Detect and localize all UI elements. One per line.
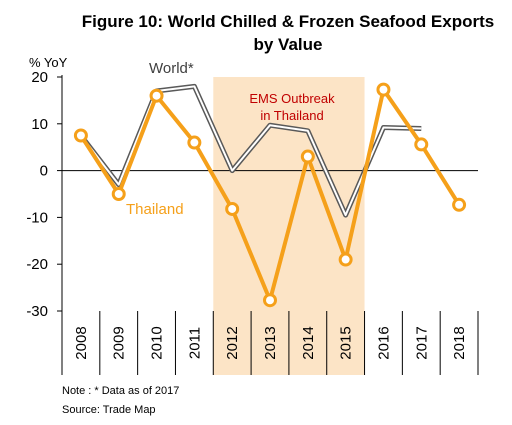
ems-annotation-line1: EMS Outbreak [249,91,335,106]
y-tick-label: -10 [26,209,48,226]
thailand-point [187,135,202,150]
y-tick-labels: 20 10 0 -10 -20 -30 [26,69,48,320]
thailand-point [149,88,164,103]
x-tick-label: 2014 [300,326,317,359]
ems-annotation-line2: in Thailand [260,108,323,123]
thailand-point [73,128,88,143]
y-tick-label: -30 [26,303,48,320]
x-tick-label: 2008 [73,326,90,359]
thailand-point [111,187,126,201]
x-tick-label: 2010 [149,326,166,359]
thailand-point [225,201,240,216]
x-tick-label: 2011 [186,327,203,359]
x-tick-label: 2012 [224,326,241,359]
y-tick-label: 20 [31,69,48,86]
x-tick-label: 2018 [451,326,468,359]
x-tick-label: 2015 [338,326,355,359]
thailand-point [338,252,353,267]
thailand-series-label: Thailand [126,201,184,218]
y-tick-label: 10 [31,116,48,133]
x-tick-label: 2017 [413,326,430,359]
chart-title-line2: by Value [254,35,323,54]
series-layer [73,82,467,308]
y-tick-label: -20 [26,256,48,273]
thailand-point [414,137,429,152]
axes [57,75,479,375]
chart-title-line1: Figure 10: World Chilled & Frozen Seafoo… [82,12,494,31]
thailand-point [376,82,391,97]
x-tick-labels: 2008 2009 2010 2011 2012 2013 2014 2015 2016 2017… [73,326,468,359]
source-text: Source: Trade Map [62,404,156,416]
x-tick-label: 2009 [111,326,128,359]
world-series-label: World* [149,60,194,77]
x-tick-label: 2013 [262,326,279,359]
y-axis-unit-label: % YoY [29,55,68,70]
thailand-point [452,197,467,212]
x-tick-label: 2016 [375,326,392,359]
y-tick-label: 0 [40,163,48,180]
thailand-point [263,293,277,308]
thailand-point [300,149,315,164]
note-text: Note : * Data as of 2017 [62,385,179,397]
labels-layer: World* Thailand EMS Outbreak in Thailand [126,60,335,218]
